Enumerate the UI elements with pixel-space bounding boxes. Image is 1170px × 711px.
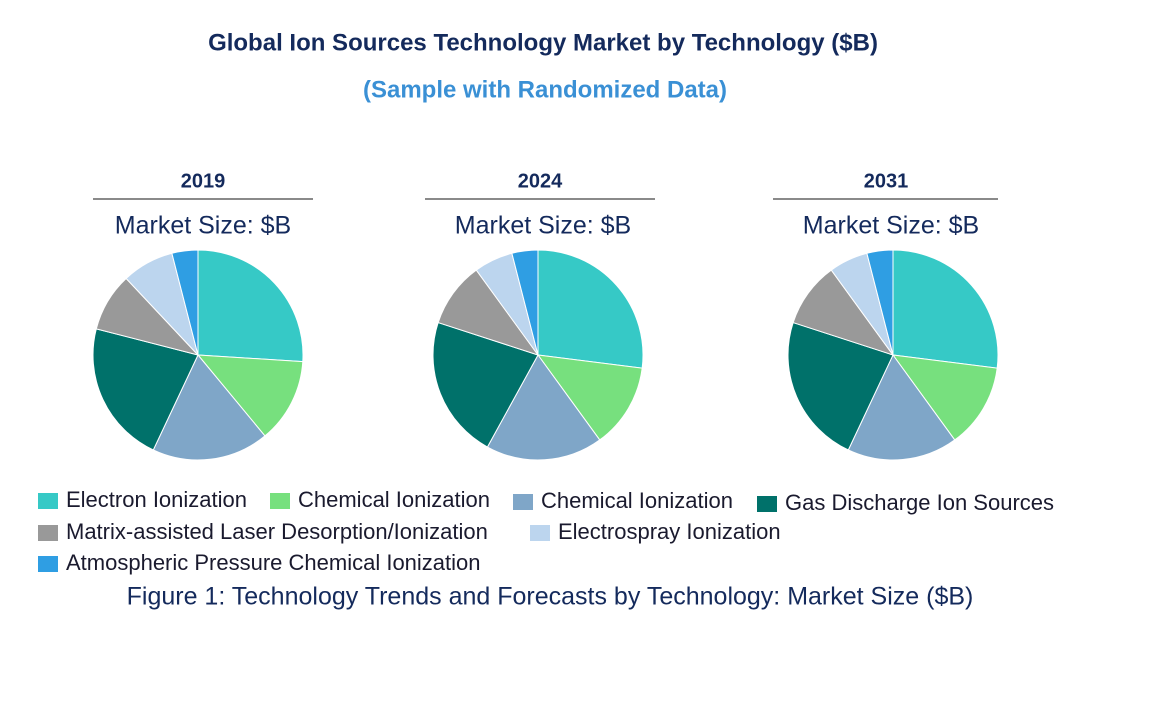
legend-swatch: [38, 493, 58, 509]
caption: Figure 1: Technology Trends and Forecast…: [127, 583, 974, 611]
chart-title: Global Ion Sources Technology Market by …: [208, 29, 878, 56]
pie-slice: [511, 249, 539, 356]
legend-swatch: [513, 494, 533, 510]
pie-slice: [892, 249, 999, 369]
pie-slice: [171, 249, 199, 356]
legend-swatch: [38, 525, 58, 541]
legend-swatch: [270, 493, 290, 509]
legend-label: Gas Discharge Ion Sources: [785, 490, 1054, 515]
pie-title: 2031: [864, 170, 909, 192]
pie-slice: [92, 328, 199, 451]
pie-title: 2024: [518, 170, 563, 192]
legend-label: Electron Ionization: [66, 487, 247, 512]
legend-label: Chemical Ionization: [541, 488, 733, 513]
pie-slice: [891, 354, 998, 441]
pie-slice: [866, 249, 894, 356]
pie-subtitle: Market Size: $B: [455, 212, 631, 240]
pie-title: 2019: [181, 170, 226, 192]
pie-slice: [432, 321, 539, 448]
legend-label: Matrix-assisted Laser Desorption/Ionizat…: [66, 519, 488, 544]
pie-subtitle: Market Size: $B: [803, 212, 979, 240]
legend-label: Chemical Ionization: [298, 487, 490, 512]
legend-label: Electrospray Ionization: [558, 519, 781, 544]
pie-slice: [486, 354, 601, 461]
pie-slice: [197, 249, 304, 363]
pie-slice: [536, 354, 643, 441]
legend-swatch: [530, 525, 550, 541]
pie-slice: [787, 321, 894, 451]
pie-slice: [847, 354, 956, 461]
legend-label: Atmospheric Pressure Chemical Ionization: [66, 550, 481, 575]
pie-subtitle: Market Size: $B: [115, 212, 291, 240]
legend-swatch: [757, 496, 777, 512]
pie-slice: [537, 249, 644, 369]
pie-slice: [196, 354, 304, 437]
chart-subtitle: (Sample with Randomized Data): [363, 76, 727, 103]
legend-swatch: [38, 556, 58, 572]
pie-slice: [152, 354, 266, 461]
